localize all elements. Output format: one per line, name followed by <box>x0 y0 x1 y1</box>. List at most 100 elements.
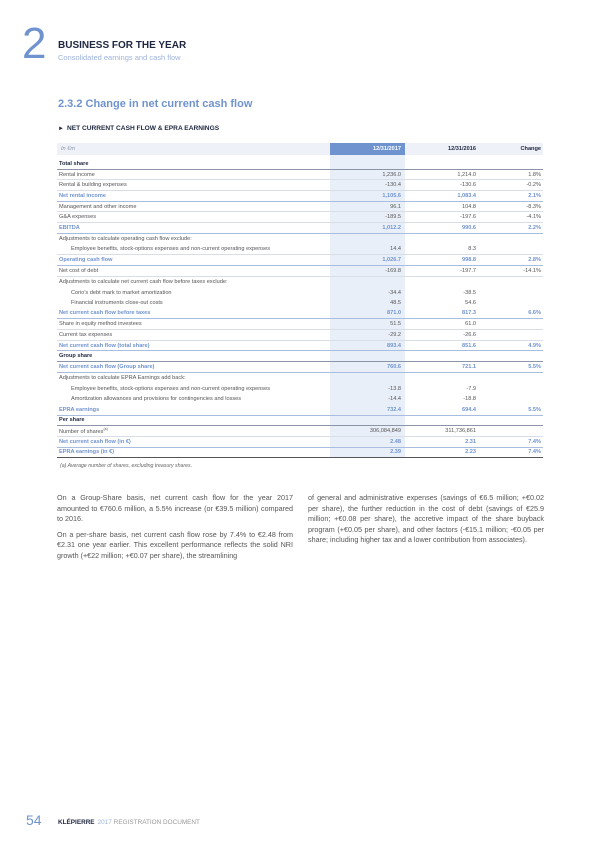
table-row: Net current cash flow before taxes 871.0 8… <box>57 309 543 320</box>
row-label: EPRA earnings (in €) <box>59 449 115 456</box>
body-column-left: On a Group-Share basis, net current cash… <box>57 493 293 567</box>
brand-name: KLÉPIERRE <box>58 819 95 826</box>
value-change: 2.8% <box>528 257 541 264</box>
value-2016: 998.8 <box>462 257 476 264</box>
value-2016: 990.6 <box>462 224 476 231</box>
value-change: -14.1% <box>523 267 541 274</box>
value-2017: 760.6 <box>387 363 401 370</box>
value-2016: 2.31 <box>465 438 476 445</box>
row-label: Employee benefits, stock-options expense… <box>71 385 271 392</box>
value-2017: 1,012.2 <box>382 224 401 231</box>
value-2017: 1,105.6 <box>382 192 401 199</box>
table-row: EPRA earnings 732.4 694.4 5.5% <box>57 405 543 416</box>
value-change: 4.9% <box>528 342 541 349</box>
value-change: 2.1% <box>528 192 541 199</box>
table-row: Current tax expenses -29.2 -26.6 <box>57 330 543 341</box>
table-row: Adjustments to calculate operating cash … <box>57 234 543 245</box>
value-2017: 96.1 <box>390 203 401 210</box>
value-2016: 1,214.0 <box>457 171 476 178</box>
table-title: ► NET CURRENT CASH FLOW & EPRA EARNINGS <box>58 125 219 132</box>
value-2017: 732.4 <box>387 406 401 413</box>
value-2016: 54.6 <box>465 300 476 307</box>
table-row: Rental income 1,236.0 1,214.0 1.8% <box>57 170 543 181</box>
value-2016: 104.8 <box>462 203 476 210</box>
value-2016: -197.7 <box>460 267 476 274</box>
table-row: G&A expenses -189.5 -197.6 -4.1% <box>57 212 543 224</box>
value-2016: 311,736,861 <box>445 428 476 435</box>
value-2017: 893.4 <box>387 342 401 349</box>
row-label: Corio's debt mark to market amortization <box>71 289 172 296</box>
row-label: Financial instruments close-out costs <box>71 300 163 307</box>
value-2017: 51.5 <box>390 321 401 328</box>
value-2016: 61.0 <box>465 321 476 328</box>
value-2017: 306,084,849 <box>369 428 401 435</box>
value-change: 7.4% <box>528 438 541 445</box>
value-2016: -26.6 <box>463 331 476 338</box>
row-label: Net current cash flow (in €) <box>59 438 131 445</box>
row-label: Operating cash flow <box>59 257 113 264</box>
chapter-subtitle: Consolidated earnings and cash flow <box>58 53 181 62</box>
value-2017: 1,026.7 <box>382 257 401 264</box>
value-change: -8.3% <box>526 203 541 210</box>
value-change: 7.4% <box>528 449 541 456</box>
chapter-number: 2 <box>22 19 47 68</box>
body-paragraph: of general and administrative expenses (… <box>308 493 544 545</box>
value-2017: -130.4 <box>385 182 401 189</box>
header-2016: 12/31/2016 <box>448 146 476 152</box>
value-2017: 14.4 <box>390 246 401 253</box>
value-2017: -13.8 <box>388 385 401 392</box>
footer-year: 2017 <box>97 819 112 826</box>
value-change: -4.1% <box>526 214 541 221</box>
value-2016: -38.5 <box>463 289 476 296</box>
value-2017: -34.4 <box>388 289 401 296</box>
header-2017: 12/31/2017 <box>330 143 405 155</box>
value-2017: 871.0 <box>387 310 401 317</box>
table-row: EBITDA 1,012.2 990.6 2.2% <box>57 223 543 234</box>
table-body: Total share Rental income 1,236.0 1,214.0 1.… <box>57 159 543 459</box>
row-label: Per share <box>59 417 85 424</box>
value-2016: 2.23 <box>465 449 476 456</box>
row-label: Rental & building expenses <box>59 182 127 189</box>
value-change: 2.2% <box>528 224 541 231</box>
cash-flow-table: In €m 12/31/2017 12/31/2016 Change Total… <box>57 143 543 459</box>
row-label: Net current cash flow (Group share) <box>59 363 155 370</box>
value-change: -0.2% <box>526 182 541 189</box>
row-label: Employee benefits, stock-options expense… <box>71 246 271 253</box>
row-label: EPRA earnings <box>59 406 100 413</box>
body-paragraph: On a Group-Share basis, net current cash… <box>57 493 293 524</box>
value-2017: 2.39 <box>390 449 401 456</box>
header-unit: In €m <box>61 146 75 152</box>
page-number: 54 <box>26 812 42 828</box>
table-row: Amortization allowances and provisions f… <box>57 394 543 405</box>
row-label: Group share <box>59 353 93 360</box>
footnote: (a) Average number of shares, excluding … <box>60 463 193 469</box>
value-2016: 8.3 <box>468 246 476 253</box>
chapter-title: BUSINESS FOR THE YEAR <box>58 40 187 51</box>
table-title-text: NET CURRENT CASH FLOW & EPRA EARNINGS <box>66 125 220 132</box>
table-row: Rental & building expenses -130.4 -130.6 -0… <box>57 180 543 192</box>
row-label: Amortization allowances and provisions f… <box>71 396 242 403</box>
table-row: Corio's debt mark to market amortization… <box>57 287 543 298</box>
value-2017: -189.5 <box>385 214 401 221</box>
row-label: Current tax expenses <box>59 331 113 338</box>
table-row: Share in equity method investees 51.5 61.0 <box>57 319 543 330</box>
row-label: Adjustments to calculate operating cash … <box>59 236 192 243</box>
table-row: Operating cash flow 1,026.7 998.8 2.8% <box>57 255 543 266</box>
table-row: Net rental income 1,105.6 1,083.4 2.1% <box>57 191 543 202</box>
value-change: 1.8% <box>528 171 541 178</box>
table-row: Adjustments to calculate net current cas… <box>57 277 543 288</box>
row-label: Net cost of debt <box>59 267 99 274</box>
value-2017: 48.5 <box>390 300 401 307</box>
value-2016: 721.1 <box>462 363 476 370</box>
value-2016: 817.3 <box>462 310 476 317</box>
body-paragraph: On a per-share basis, net current cash f… <box>57 529 293 560</box>
value-2016: 1,083.4 <box>457 192 476 199</box>
footer-doc: REGISTRATION DOCUMENT <box>113 819 200 826</box>
row-label: Adjustments to calculate EPRA Earnings a… <box>59 375 186 382</box>
row-label: Number of shares <box>59 428 104 435</box>
table-row: Employee benefits, stock-options expense… <box>57 383 543 394</box>
row-label: Management and other income <box>59 203 137 210</box>
row-label: Net current cash flow before taxes <box>59 310 151 317</box>
table-row: Adjustments to calculate EPRA Earnings a… <box>57 373 543 384</box>
value-2016: -18.8 <box>463 396 476 403</box>
